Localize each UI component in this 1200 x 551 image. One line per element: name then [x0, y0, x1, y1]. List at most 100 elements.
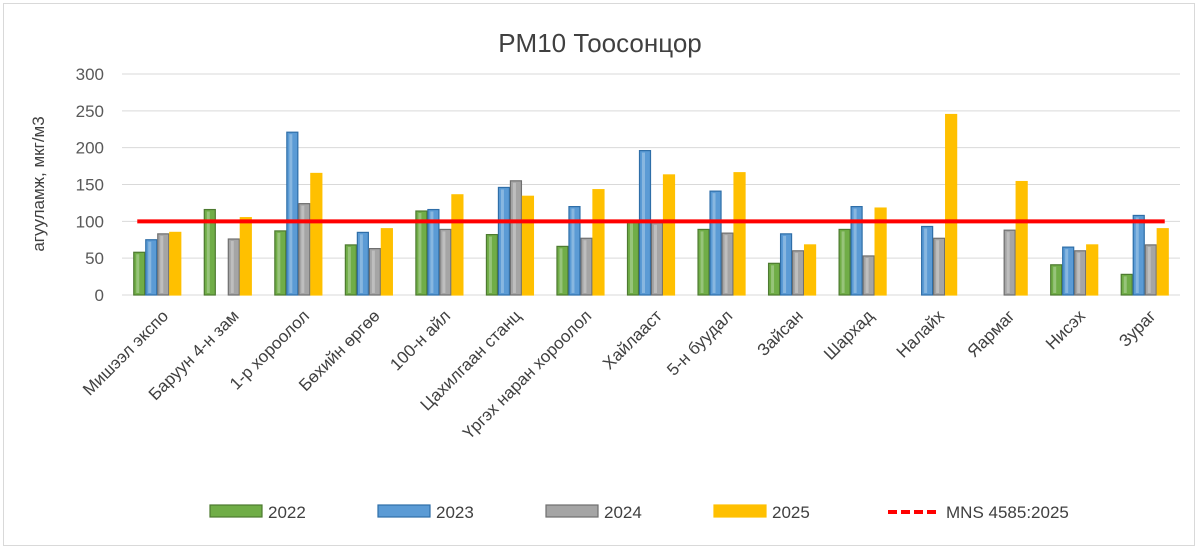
x-tick-label: Зайсан — [753, 306, 806, 359]
bar — [274, 230, 287, 296]
bar-highlight — [359, 234, 363, 293]
x-tick-label: Яармаг — [964, 306, 1019, 361]
bar-highlight — [230, 241, 234, 293]
bar-rect — [921, 225, 934, 296]
bar — [779, 233, 793, 296]
bar — [451, 194, 464, 296]
bar-highlight — [136, 254, 140, 293]
bar — [921, 225, 934, 296]
legend-label: 2023 — [436, 503, 474, 522]
bar-rect — [239, 217, 252, 296]
bar-rect — [286, 131, 299, 296]
bar-highlight — [206, 211, 210, 293]
x-tick-label: Шархад — [820, 306, 877, 363]
bar — [803, 244, 817, 296]
bar-rect — [380, 228, 393, 296]
y-axis-ticks: 0 50 100 150 200 250 300 — [76, 65, 104, 305]
bar-highlight — [418, 213, 422, 293]
bar — [227, 238, 240, 296]
bar — [1050, 264, 1063, 296]
bar-rect — [733, 172, 746, 296]
bar-highlight — [700, 231, 704, 293]
bar — [344, 244, 357, 296]
bar-rect — [1050, 264, 1063, 296]
bar-rect — [521, 195, 535, 296]
bar-rect — [298, 203, 311, 296]
bar — [697, 228, 710, 296]
legend-label: 2022 — [268, 503, 306, 522]
legend-item: 2025 — [713, 503, 810, 522]
bar-rect — [497, 186, 511, 296]
bar-highlight — [865, 257, 869, 293]
bar — [169, 231, 182, 296]
bar — [850, 206, 863, 296]
bar — [145, 239, 158, 296]
bar-rect — [310, 172, 323, 296]
bar-highlight — [1123, 276, 1127, 293]
bar — [1074, 250, 1087, 296]
bar-highlight — [559, 248, 563, 293]
x-tick-label: Үргэх наран хороолол — [459, 306, 595, 442]
bar-rect — [945, 113, 958, 296]
legend-label: 2024 — [604, 503, 642, 522]
bar — [133, 251, 146, 296]
bar-rect — [568, 206, 581, 296]
bar-highlight — [1135, 217, 1139, 293]
bar — [1144, 244, 1157, 296]
bar — [439, 228, 452, 296]
bar-highlight — [841, 231, 845, 293]
legend-swatch — [209, 504, 263, 518]
bar-highlight — [148, 241, 152, 293]
y-tick-label: 250 — [76, 102, 104, 121]
legend-item: 2024 — [545, 503, 642, 522]
y-axis-title: агууламж, мкг/м3 — [29, 116, 48, 251]
chart-title: PM10 Тоосонцор — [498, 28, 702, 58]
bar-rect — [1156, 228, 1169, 296]
bar — [862, 255, 875, 296]
bar-highlight — [783, 235, 787, 293]
bar-rect — [592, 189, 605, 296]
bar-rect — [933, 237, 946, 296]
bar-highlight — [289, 134, 293, 293]
bar-highlight — [936, 240, 940, 293]
bar-rect — [169, 231, 182, 296]
legend-swatch — [713, 504, 767, 518]
x-tick-label: Зураг — [1115, 306, 1159, 350]
bar — [1086, 244, 1099, 296]
bar — [157, 233, 170, 296]
legend: 2022 2023 2024 2025 MNS 4585:2025 — [209, 503, 1069, 522]
y-tick-label: 300 — [76, 65, 104, 84]
legend-swatch — [377, 504, 431, 518]
bar-rect — [556, 245, 569, 296]
bar-highlight — [500, 189, 504, 293]
bar — [368, 247, 381, 296]
bar — [497, 186, 511, 296]
bar — [380, 228, 393, 296]
x-tick-label: 100-н айл — [386, 306, 454, 374]
bar-rect — [157, 233, 170, 296]
legend-item: MNS 4585:2025 — [888, 503, 1069, 522]
bar-highlight — [160, 235, 164, 293]
bar — [415, 210, 428, 296]
bar — [310, 172, 323, 296]
bar-highlight — [347, 246, 351, 293]
bar-highlight — [1147, 246, 1151, 293]
bar-highlight — [430, 211, 434, 293]
bar — [1132, 214, 1145, 296]
bar-highlight — [924, 228, 928, 293]
bar-rect — [580, 237, 593, 296]
bar-highlight — [442, 231, 446, 293]
bar — [767, 262, 781, 296]
bar-rect — [662, 174, 676, 296]
bar — [427, 208, 440, 296]
bar-rect — [1086, 244, 1099, 296]
legend-item: 2023 — [377, 503, 474, 522]
bar-highlight — [654, 224, 657, 293]
bar — [791, 250, 805, 296]
y-tick-label: 200 — [76, 139, 104, 158]
bar-rect — [1003, 229, 1016, 296]
bar-rect — [721, 232, 734, 296]
bar — [874, 207, 887, 296]
